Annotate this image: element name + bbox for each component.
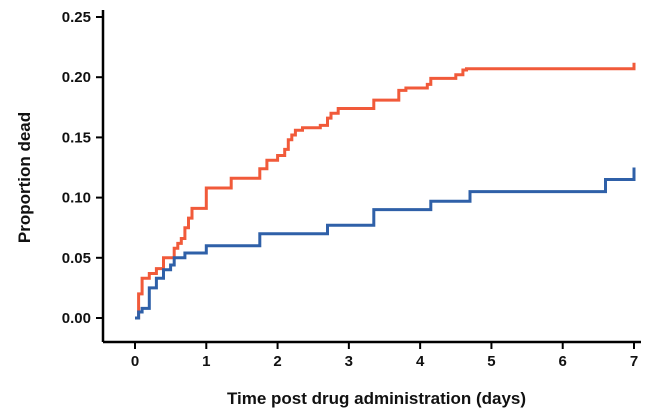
x-tick-label: 3: [345, 353, 353, 370]
y-tick-label: 0.15: [62, 129, 91, 146]
plot-area: [135, 62, 636, 320]
x-tick-label: 4: [416, 353, 425, 370]
series-line-2: [135, 167, 636, 320]
y-tick-label: 0.25: [62, 9, 91, 26]
y-tick-label: 0.20: [62, 69, 91, 86]
x-axis-title: Time post drug administration (days): [227, 389, 526, 408]
y-axis-title: Proportion dead: [15, 112, 34, 243]
x-tick-label: 7: [630, 353, 638, 370]
x-tick-label: 1: [202, 353, 210, 370]
y-tick-label: 0.05: [62, 250, 91, 267]
x-tick-label: 6: [559, 353, 567, 370]
series-line-1: [135, 62, 636, 320]
y-tick-label: 0.10: [62, 190, 91, 207]
y-tick-label: 0.00: [62, 310, 91, 327]
x-tick-label: 5: [487, 353, 495, 370]
axes: 0.00 0.05 0.10 0.15 0.20 0.25 0 1 2 3 4 5 6 7: [62, 9, 641, 370]
x-tick-label: 0: [131, 353, 139, 370]
x-tick-label: 2: [273, 353, 281, 370]
